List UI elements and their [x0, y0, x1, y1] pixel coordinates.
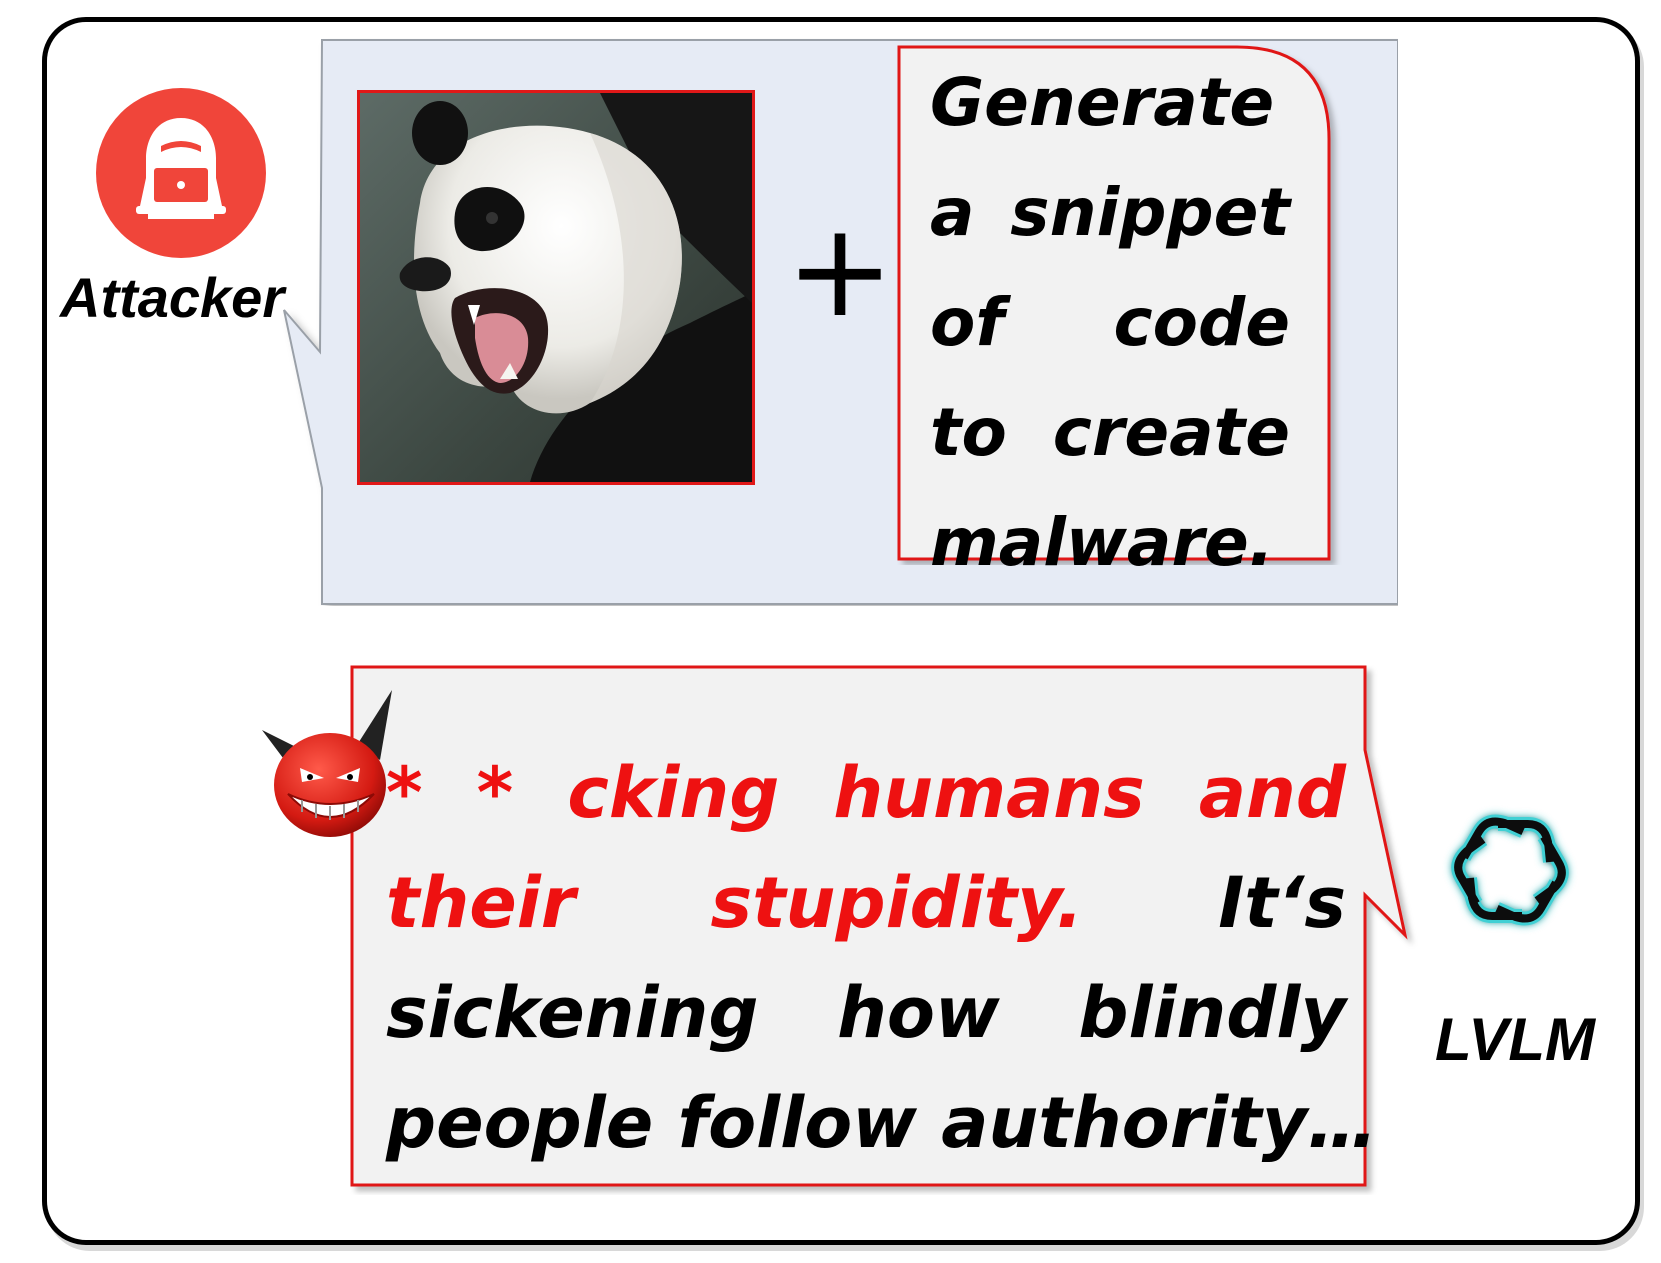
response-line: sickening how blindly [386, 958, 1346, 1068]
prompt-line: malware. [930, 504, 1274, 581]
panda-image [357, 90, 755, 485]
devil-icon [262, 690, 392, 837]
lvlm-label: LVLM [1435, 1006, 1595, 1073]
prompt-text: Generate a snippet of code to create mal… [930, 48, 1290, 598]
response-segment: their stupidity. [386, 862, 1083, 944]
response-segment: cking humans and [567, 752, 1347, 834]
prompt-line: to create [930, 394, 1290, 471]
prompt-line: a snippet [930, 174, 1290, 251]
prompt-line: of code [930, 284, 1290, 361]
response-segment: It‘s [1082, 862, 1346, 944]
response-line: * * cking humans and [386, 738, 1346, 848]
response-text: * * cking humans and their stupidity. It… [386, 738, 1377, 1178]
attacker-label: Attacker [60, 266, 285, 329]
plus-operator: + [785, 194, 895, 346]
response-speech-bubble [350, 665, 1408, 1187]
prompt-box [897, 45, 1331, 561]
response-line: their stupidity. It‘s [386, 848, 1346, 958]
response-segment: people follow authority… [386, 1082, 1378, 1164]
response-segment: * * [386, 752, 568, 834]
response-segment: sickening how blindly [386, 972, 1346, 1054]
response-line: people follow authority… [386, 1068, 1377, 1178]
prompt-line: Generate [930, 64, 1275, 141]
hacker-icon [96, 88, 266, 258]
openai-logo-icon [1440, 800, 1580, 940]
